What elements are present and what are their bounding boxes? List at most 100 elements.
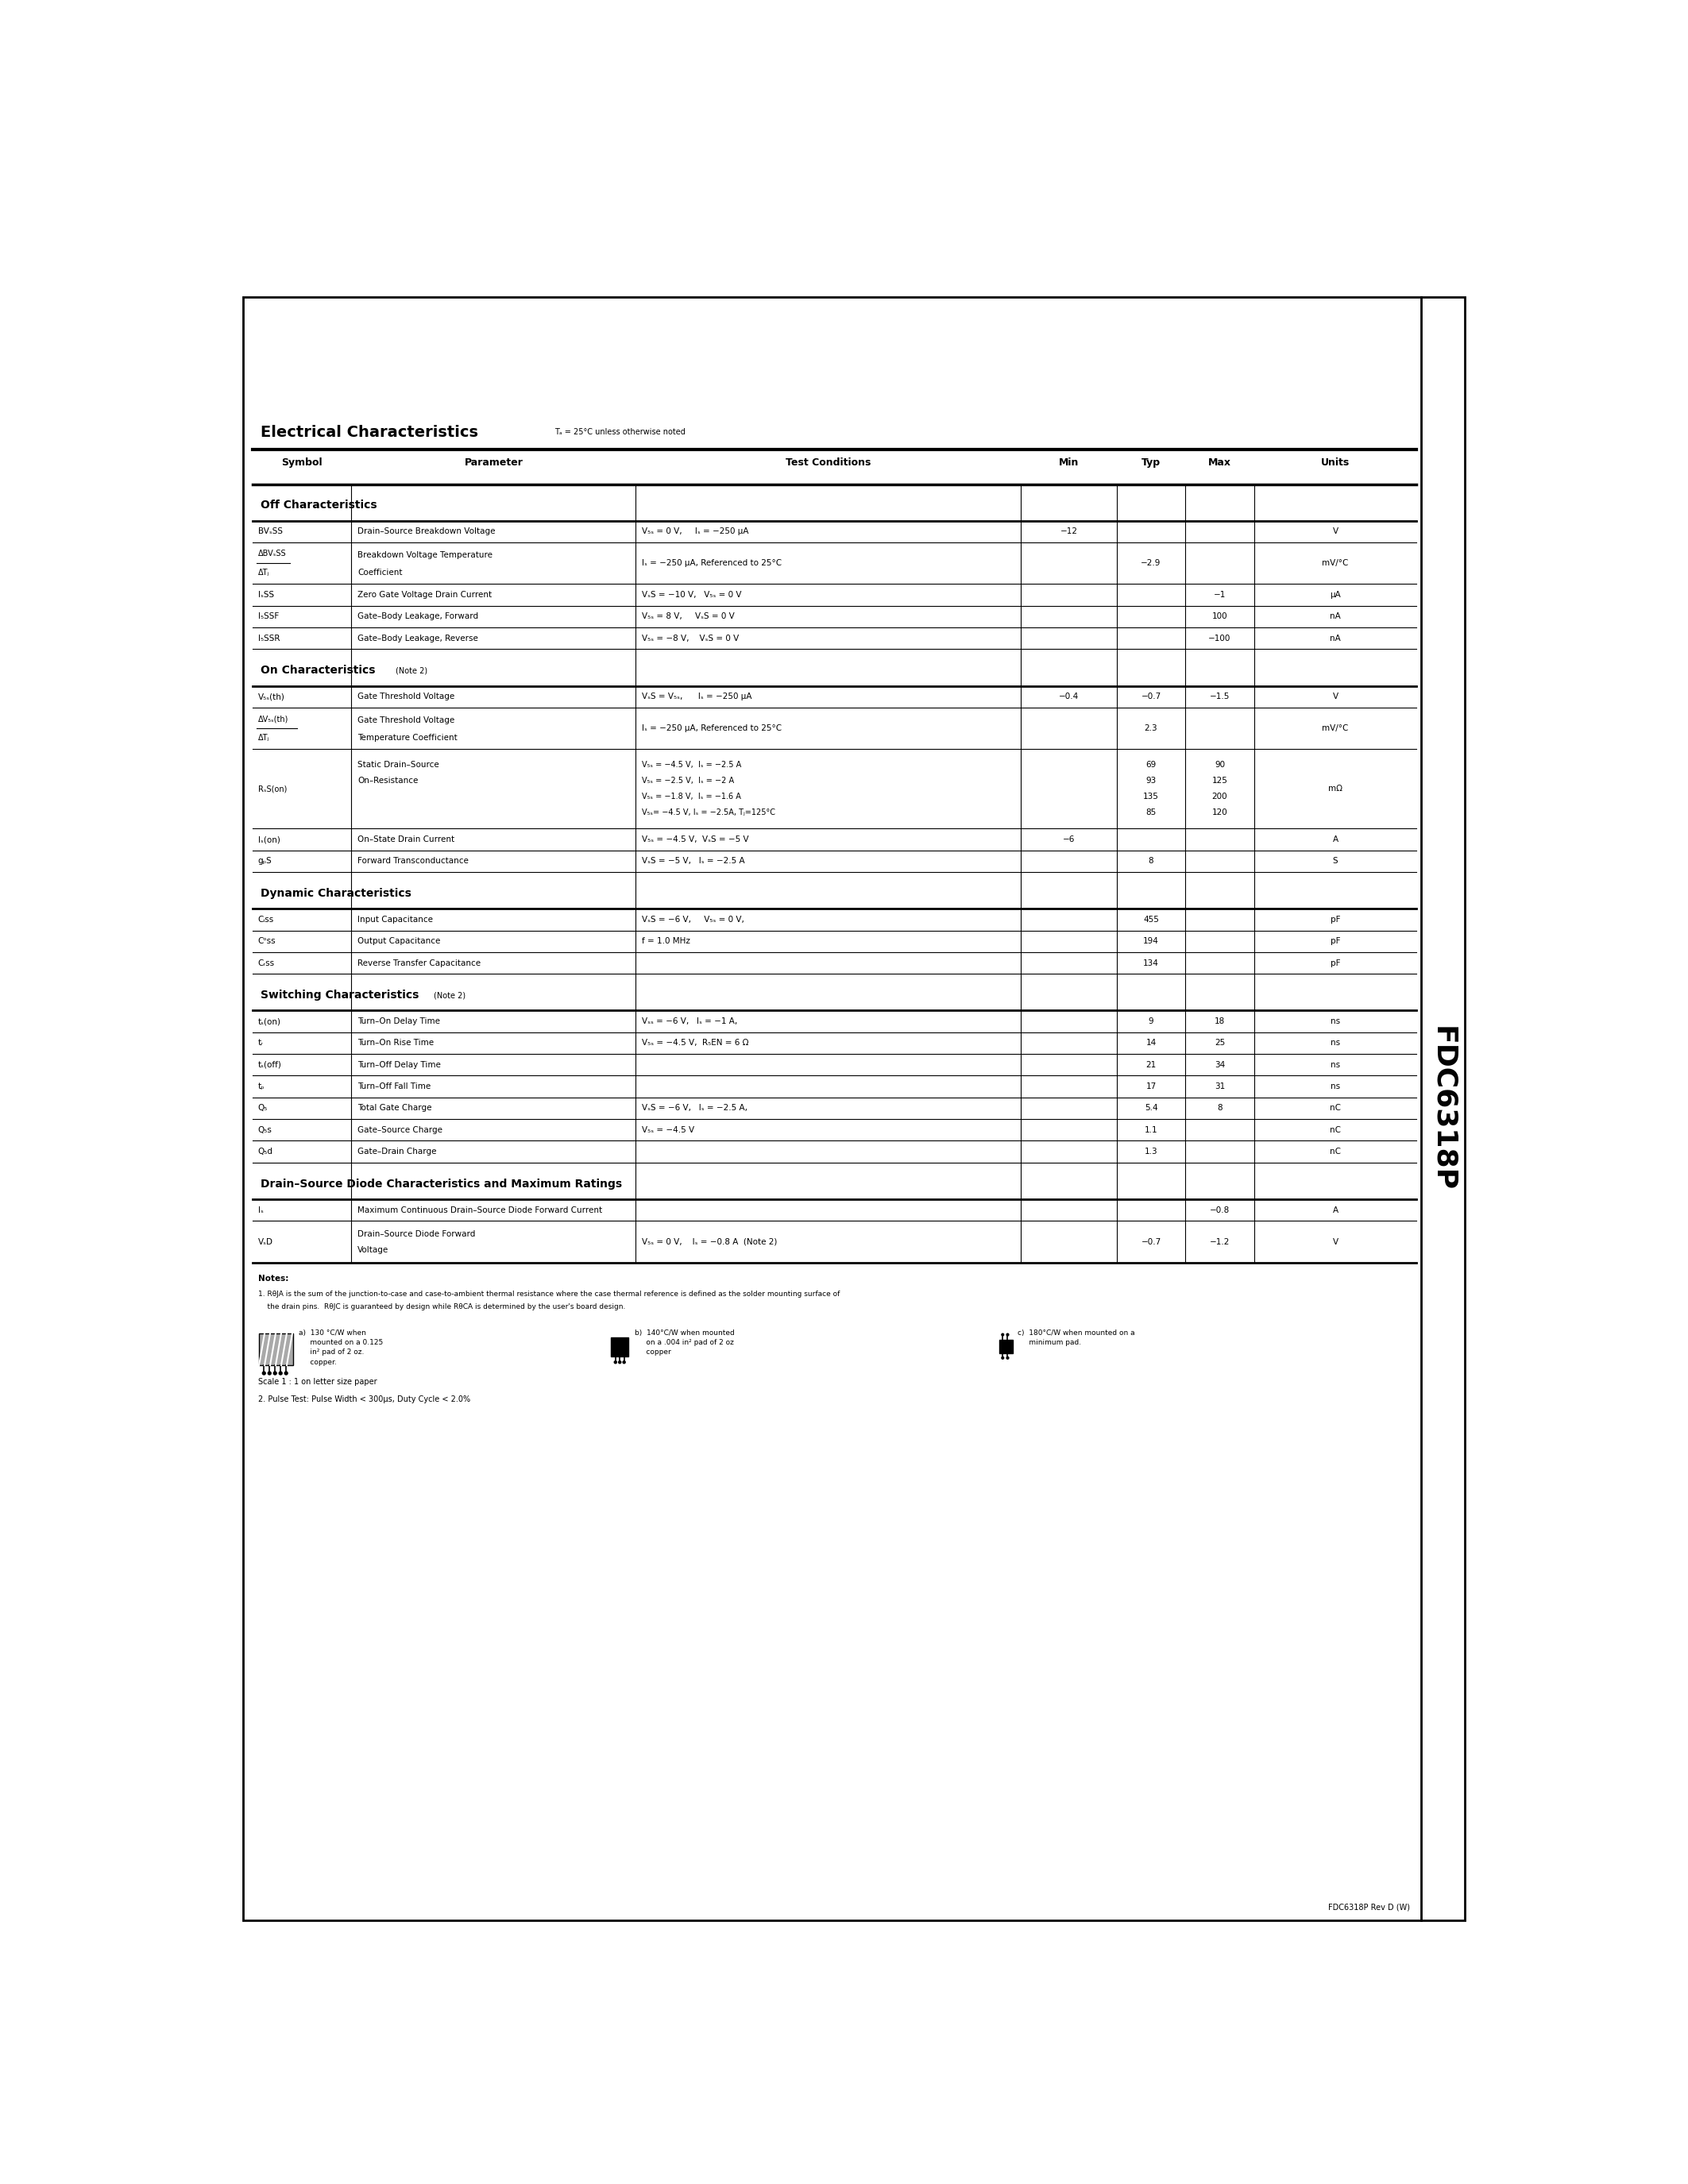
Circle shape — [285, 1372, 287, 1374]
Text: Iₛ: Iₛ — [258, 1206, 263, 1214]
Text: V₅ₛ = 8 V,     VₛS = 0 V: V₅ₛ = 8 V, VₛS = 0 V — [641, 614, 734, 620]
Text: Max: Max — [1209, 456, 1231, 467]
Text: V₅ₛ = −4.5 V: V₅ₛ = −4.5 V — [641, 1127, 694, 1133]
Text: V₅ₛ = 0 V,    Iₛ = −0.8 A  (Note 2): V₅ₛ = 0 V, Iₛ = −0.8 A (Note 2) — [641, 1238, 776, 1245]
Text: V₅ₛ = −8 V,    VₛS = 0 V: V₅ₛ = −8 V, VₛS = 0 V — [641, 633, 739, 642]
Text: pF: pF — [1330, 959, 1340, 968]
Text: ΔTⱼ: ΔTⱼ — [258, 734, 268, 743]
Text: −1: −1 — [1214, 592, 1225, 598]
Text: Turn–Off Fall Time: Turn–Off Fall Time — [358, 1083, 430, 1090]
Text: −6: −6 — [1063, 836, 1075, 843]
Text: tᵣ: tᵣ — [258, 1040, 263, 1046]
Text: −0.8: −0.8 — [1210, 1206, 1231, 1214]
Text: on a .004 in² pad of 2 oz: on a .004 in² pad of 2 oz — [635, 1339, 734, 1345]
Text: V₅ₛ = 0 V,     Iₛ = −250 μA: V₅ₛ = 0 V, Iₛ = −250 μA — [641, 529, 749, 535]
Circle shape — [614, 1361, 616, 1363]
Text: Test Conditions: Test Conditions — [785, 456, 871, 467]
Text: 34: 34 — [1214, 1061, 1225, 1068]
Text: 1.3: 1.3 — [1144, 1149, 1158, 1155]
Text: tₛ(off): tₛ(off) — [258, 1061, 282, 1068]
Text: nA: nA — [1330, 633, 1340, 642]
Text: tₚ: tₚ — [258, 1083, 265, 1090]
Text: copper: copper — [635, 1350, 670, 1356]
Text: Cᵢss: Cᵢss — [258, 915, 273, 924]
Text: 125: 125 — [1212, 778, 1227, 784]
Text: On–Resistance: On–Resistance — [358, 778, 419, 784]
Bar — [999, 1339, 1013, 1354]
Text: FDC6318P: FDC6318P — [1430, 1026, 1457, 1192]
Text: mV/°C: mV/°C — [1322, 559, 1349, 568]
Text: 455: 455 — [1143, 915, 1160, 924]
Circle shape — [623, 1361, 625, 1363]
Text: gₚS: gₚS — [258, 858, 272, 865]
Bar — [611, 1339, 628, 1356]
Text: 2.3: 2.3 — [1144, 725, 1158, 732]
Circle shape — [1001, 1334, 1004, 1337]
Text: Drain–Source Diode Forward: Drain–Source Diode Forward — [358, 1230, 476, 1238]
Text: Typ: Typ — [1141, 456, 1161, 467]
Text: Breakdown Voltage Temperature: Breakdown Voltage Temperature — [358, 550, 493, 559]
Text: −1.2: −1.2 — [1210, 1238, 1231, 1245]
Text: copper.: copper. — [299, 1358, 338, 1365]
Text: minimum pad.: minimum pad. — [1018, 1339, 1080, 1345]
Text: Gate–Source Charge: Gate–Source Charge — [358, 1127, 442, 1133]
Text: (Note 2): (Note 2) — [434, 992, 466, 1000]
Circle shape — [1001, 1356, 1004, 1358]
Text: Vₛₛ = −6 V,   Iₛ = −1 A,: Vₛₛ = −6 V, Iₛ = −1 A, — [641, 1018, 738, 1026]
Text: Tₐ = 25°C unless otherwise noted: Tₐ = 25°C unless otherwise noted — [555, 428, 685, 437]
Text: ΔV₅ₛ(th): ΔV₅ₛ(th) — [258, 714, 289, 723]
Text: Q₅d: Q₅d — [258, 1149, 273, 1155]
Circle shape — [1006, 1356, 1009, 1358]
Text: pF: pF — [1330, 937, 1340, 946]
Circle shape — [618, 1361, 621, 1363]
Text: 25: 25 — [1214, 1040, 1225, 1046]
Text: 93: 93 — [1146, 778, 1156, 784]
Text: V₅ₛ = −1.8 V,  Iₛ = −1.6 A: V₅ₛ = −1.8 V, Iₛ = −1.6 A — [641, 793, 741, 802]
Text: Voltage: Voltage — [358, 1245, 388, 1254]
Text: μA: μA — [1330, 592, 1340, 598]
Text: Iₛ(on): Iₛ(on) — [258, 836, 280, 843]
Text: Iₛ = −250 μA, Referenced to 25°C: Iₛ = −250 μA, Referenced to 25°C — [641, 559, 782, 568]
Text: Forward Transconductance: Forward Transconductance — [358, 858, 469, 865]
Text: c)  180°C/W when mounted on a: c) 180°C/W when mounted on a — [1018, 1330, 1134, 1337]
Text: 17: 17 — [1146, 1083, 1156, 1090]
Text: in² pad of 2 oz.: in² pad of 2 oz. — [299, 1350, 365, 1356]
Text: 31: 31 — [1214, 1083, 1225, 1090]
Circle shape — [268, 1372, 272, 1374]
Text: Q₅s: Q₅s — [258, 1127, 272, 1133]
Text: −2.9: −2.9 — [1141, 559, 1161, 568]
Circle shape — [262, 1372, 265, 1374]
Text: BVₛSS: BVₛSS — [258, 529, 282, 535]
Circle shape — [273, 1372, 277, 1374]
Text: Zero Gate Voltage Drain Current: Zero Gate Voltage Drain Current — [358, 592, 491, 598]
Text: Gate Threshold Voltage: Gate Threshold Voltage — [358, 692, 454, 701]
Text: Maximum Continuous Drain–Source Diode Forward Current: Maximum Continuous Drain–Source Diode Fo… — [358, 1206, 603, 1214]
Text: V₅ₛ = −4.5 V,  Iₛ = −2.5 A: V₅ₛ = −4.5 V, Iₛ = −2.5 A — [641, 760, 741, 769]
Text: VₛD: VₛD — [258, 1238, 273, 1245]
Text: ns: ns — [1330, 1061, 1340, 1068]
Text: Turn–Off Delay Time: Turn–Off Delay Time — [358, 1061, 441, 1068]
Text: Cᵣss: Cᵣss — [258, 959, 275, 968]
Text: Coefficient: Coefficient — [358, 568, 402, 577]
Text: 1.1: 1.1 — [1144, 1127, 1158, 1133]
Text: 194: 194 — [1143, 937, 1160, 946]
Text: 18: 18 — [1214, 1018, 1225, 1026]
Text: −1.5: −1.5 — [1210, 692, 1231, 701]
Text: Total Gate Charge: Total Gate Charge — [358, 1105, 432, 1112]
Text: Scale 1 : 1 on letter size paper: Scale 1 : 1 on letter size paper — [258, 1378, 376, 1387]
Text: ns: ns — [1330, 1018, 1340, 1026]
Text: V: V — [1332, 529, 1339, 535]
Text: V: V — [1332, 1238, 1339, 1245]
Text: Turn–On Rise Time: Turn–On Rise Time — [358, 1040, 434, 1046]
Text: 1. RθJA is the sum of the junction-to-case and case-to-ambient thermal resistanc: 1. RθJA is the sum of the junction-to-ca… — [258, 1291, 839, 1297]
Text: 9: 9 — [1148, 1018, 1153, 1026]
Text: nC: nC — [1330, 1105, 1340, 1112]
Text: 5.4: 5.4 — [1144, 1105, 1158, 1112]
Text: mounted on a 0.125: mounted on a 0.125 — [299, 1339, 383, 1345]
Text: 14: 14 — [1146, 1040, 1156, 1046]
Text: −100: −100 — [1209, 633, 1231, 642]
Text: Units: Units — [1322, 456, 1350, 467]
Text: 200: 200 — [1212, 793, 1227, 802]
Text: ΔBVₛSS: ΔBVₛSS — [258, 550, 285, 557]
Text: V₅ₛ(th): V₅ₛ(th) — [258, 692, 285, 701]
